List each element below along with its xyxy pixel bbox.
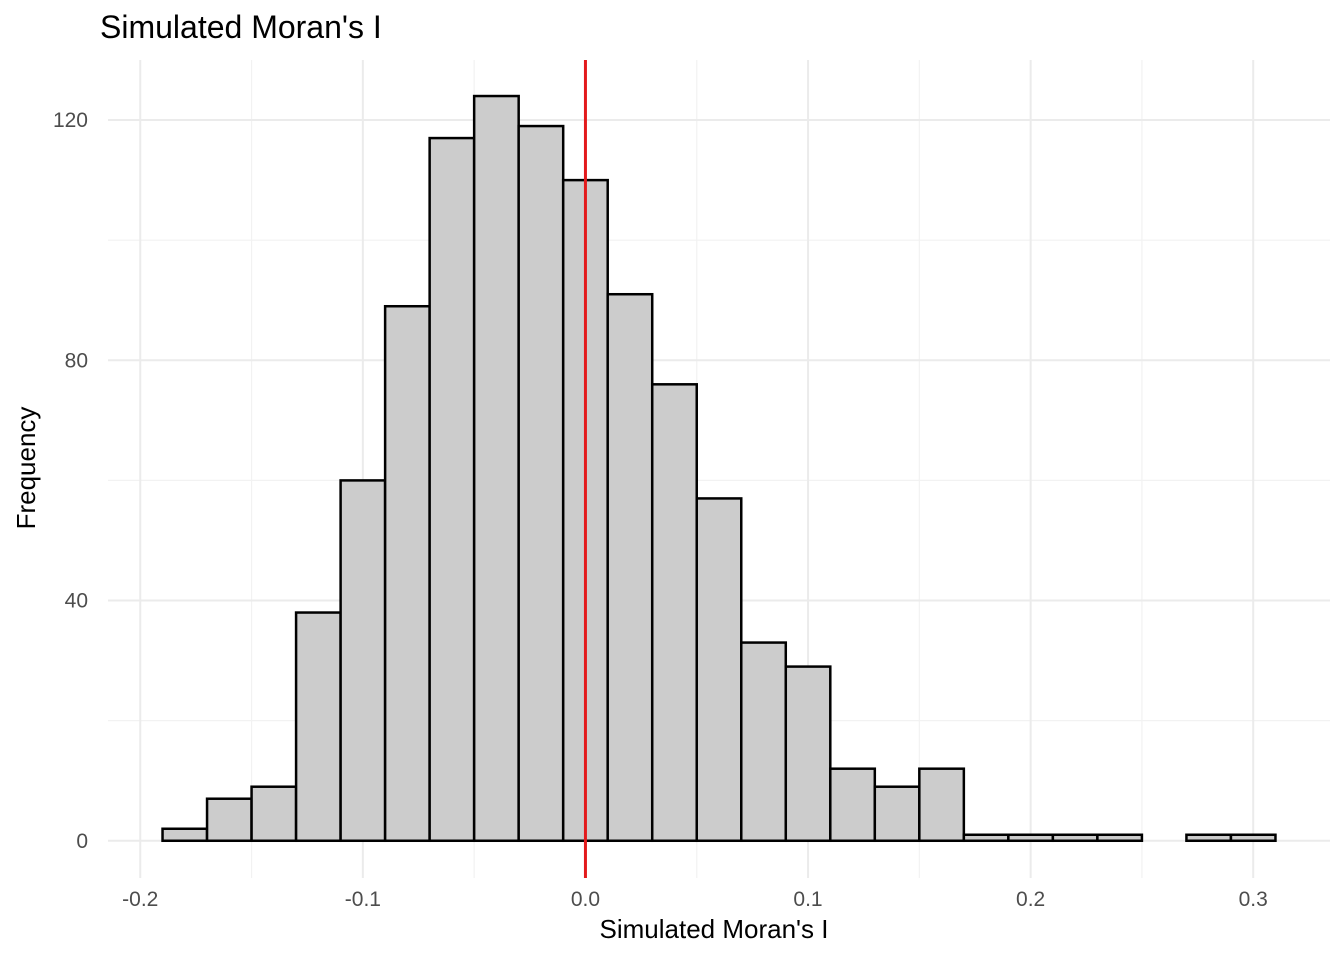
- histogram-bar: [472, 94, 520, 843]
- histogram-bar: [784, 665, 832, 843]
- x-tick-label: 0.0: [571, 888, 600, 911]
- y-axis-ticks: 0 40 80 120: [53, 109, 88, 853]
- x-tick-label: -0.2: [122, 888, 158, 911]
- histogram-bar: [1007, 833, 1055, 843]
- histogram-bar: [1051, 833, 1099, 843]
- histogram-bar: [918, 767, 966, 843]
- histogram-bar: [1229, 833, 1277, 843]
- histogram-bar: [294, 611, 342, 843]
- histogram-bar: [606, 292, 654, 843]
- histogram-bar: [650, 383, 698, 843]
- x-tick-label: 0.2: [1016, 888, 1045, 911]
- x-tick-label: -0.1: [345, 888, 381, 911]
- x-tick-label: 0.3: [1239, 888, 1268, 911]
- histogram-bar: [829, 767, 877, 843]
- y-tick-label: 40: [65, 590, 88, 613]
- histogram-bar: [339, 479, 387, 843]
- x-axis-ticks: -0.2 -0.1 0.0 0.1 0.2 0.3: [122, 888, 1268, 911]
- histogram-bar: [383, 304, 431, 843]
- histogram-bar: [695, 497, 743, 843]
- histogram-bar: [161, 827, 209, 843]
- histogram-bar: [740, 641, 788, 843]
- histogram-bar: [205, 797, 253, 843]
- histogram-bar: [1096, 833, 1144, 843]
- histogram-bar: [428, 136, 476, 843]
- histogram-bar: [1185, 833, 1233, 843]
- chart-title: Simulated Moran's I: [100, 9, 382, 45]
- histogram-bar: [962, 833, 1010, 843]
- histogram-bar: [873, 785, 921, 843]
- histogram-bars: [161, 94, 1277, 843]
- histogram-bar: [517, 124, 565, 843]
- y-tick-label: 0: [76, 830, 88, 853]
- histogram-bar: [250, 785, 298, 843]
- y-axis-title: Frequency: [11, 407, 41, 530]
- x-tick-label: 0.1: [793, 888, 822, 911]
- y-tick-label: 80: [65, 349, 88, 372]
- x-axis-title: Simulated Moran's I: [600, 914, 829, 944]
- y-tick-label: 120: [53, 109, 88, 132]
